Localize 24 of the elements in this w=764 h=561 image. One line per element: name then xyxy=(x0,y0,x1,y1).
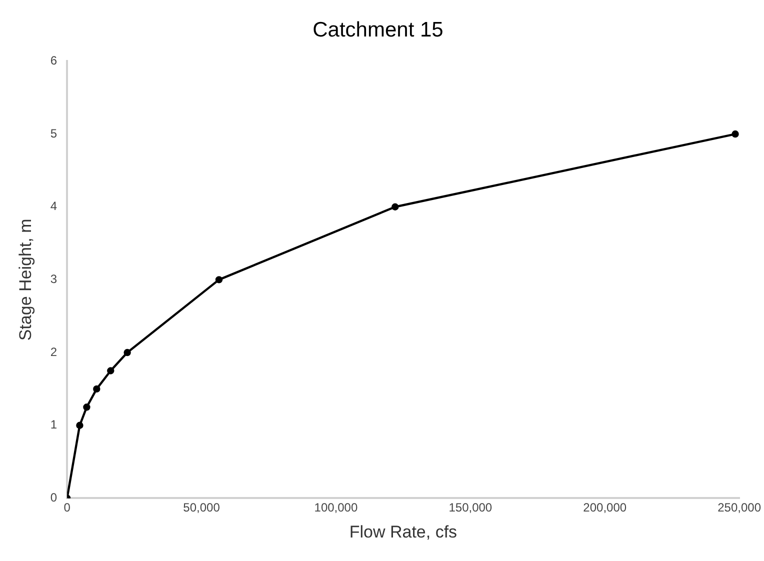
y-axis-title: Stage Height, m xyxy=(16,218,35,341)
x-axis-title: Flow Rate, cfs xyxy=(349,522,458,542)
x-tick-label: 50,000 xyxy=(183,500,220,515)
x-tick-label: 150,000 xyxy=(448,500,492,515)
point xyxy=(76,422,84,429)
y-tick-label: 1 xyxy=(50,418,58,432)
y-tick-label: 6 xyxy=(50,54,58,68)
y-tick-label: 5 xyxy=(50,126,58,140)
x-tick-label: 250,000 xyxy=(718,500,762,515)
point xyxy=(124,348,131,356)
x-tick-label: 100,000 xyxy=(314,500,358,515)
point xyxy=(93,385,100,393)
y-tick-label: 4 xyxy=(50,199,58,214)
point xyxy=(107,367,114,374)
x-tick-label: 0 xyxy=(64,500,71,515)
x-tick-label: 200,000 xyxy=(583,500,627,515)
point xyxy=(392,203,399,210)
point xyxy=(83,404,90,411)
y-tick-label: 3 xyxy=(50,272,58,286)
point xyxy=(215,276,223,284)
y-tick-label: 2 xyxy=(50,344,58,359)
chart-title: Catchment 15 xyxy=(312,18,444,42)
y-tick-label: 0 xyxy=(50,490,58,505)
point xyxy=(732,130,739,138)
